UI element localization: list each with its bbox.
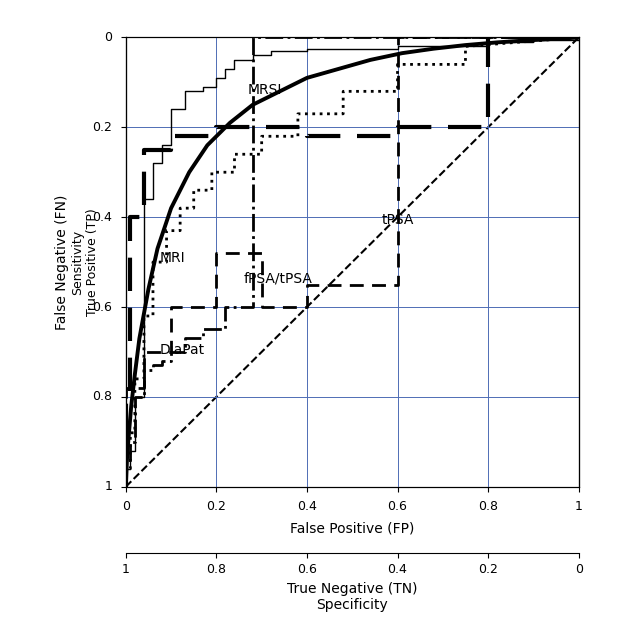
- Text: 0.4: 0.4: [297, 500, 317, 513]
- Text: 0.2: 0.2: [92, 121, 112, 134]
- Text: 0.2: 0.2: [206, 500, 226, 513]
- Text: 1: 1: [575, 500, 582, 513]
- Text: MRI: MRI: [160, 251, 186, 265]
- Text: 0.8: 0.8: [92, 391, 112, 403]
- Text: 0.6: 0.6: [92, 301, 112, 313]
- Text: 0: 0: [104, 31, 112, 44]
- Text: 1: 1: [104, 480, 112, 493]
- Text: 0.8: 0.8: [478, 500, 498, 513]
- Text: fPSA/tPSA: fPSA/tPSA: [243, 271, 313, 285]
- Text: tPSA: tPSA: [382, 213, 414, 227]
- Text: 0.4: 0.4: [92, 211, 112, 223]
- Text: MRSI: MRSI: [248, 82, 282, 97]
- X-axis label: False Positive (FP): False Positive (FP): [290, 522, 415, 535]
- Text: Sensitivity
True Positive (TP): Sensitivity True Positive (TP): [71, 208, 99, 316]
- Text: DiaPat: DiaPat: [160, 343, 205, 357]
- X-axis label: True Negative (TN)
Specificity: True Negative (TN) Specificity: [287, 582, 418, 612]
- Text: 0.6: 0.6: [387, 500, 408, 513]
- Text: False Negative (FN): False Negative (FN): [55, 195, 69, 329]
- Text: 0: 0: [122, 500, 130, 513]
